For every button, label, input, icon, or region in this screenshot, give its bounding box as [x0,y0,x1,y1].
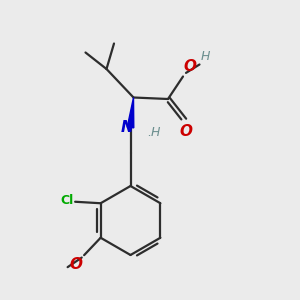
Text: Cl: Cl [60,194,74,207]
Text: N: N [121,120,133,135]
Text: H: H [201,50,210,63]
Text: O: O [70,256,83,272]
Text: O: O [184,59,197,74]
Text: O: O [179,124,193,139]
Text: .H: .H [147,126,160,140]
Polygon shape [127,98,134,128]
